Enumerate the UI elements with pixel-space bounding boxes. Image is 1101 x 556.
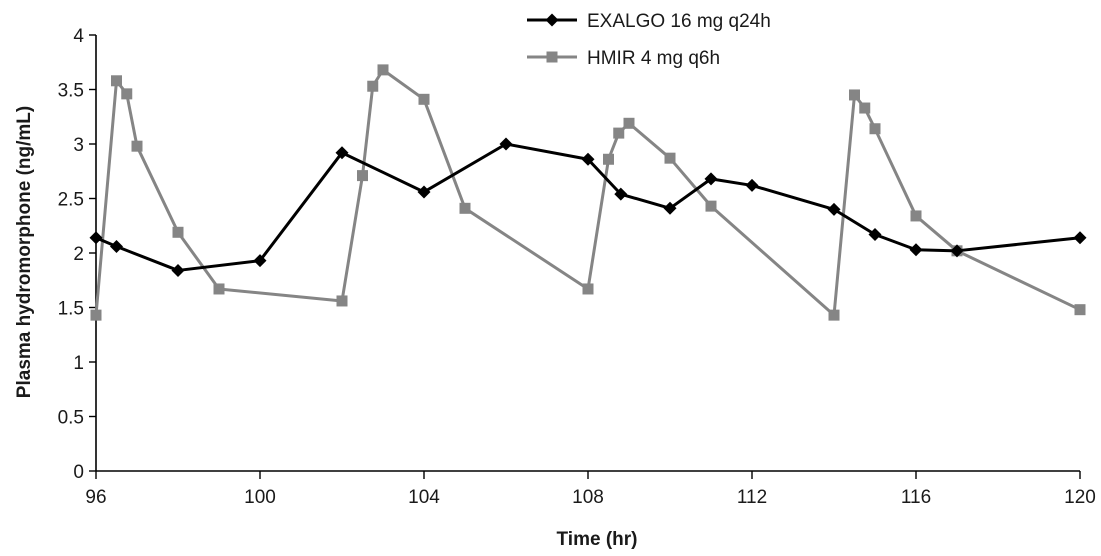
x-tick-label: 116 xyxy=(901,487,931,508)
x-tick-label: 112 xyxy=(737,487,767,508)
y-tick-label: 0 xyxy=(73,462,84,483)
data-point xyxy=(367,80,379,92)
data-point xyxy=(171,263,185,277)
x-tick-label: 96 xyxy=(85,487,106,508)
data-point xyxy=(417,185,431,199)
data-point xyxy=(336,295,348,307)
data-point xyxy=(827,202,841,216)
y-tick-label: 3 xyxy=(73,135,84,156)
y-tick-label: 2 xyxy=(73,244,84,265)
series-line xyxy=(94,68,1081,317)
legend-marker xyxy=(545,13,559,27)
data-point xyxy=(663,201,677,215)
data-point xyxy=(111,75,122,87)
data-point xyxy=(172,226,184,238)
data-point xyxy=(623,117,635,129)
data-point xyxy=(1073,231,1087,245)
data-point xyxy=(581,152,595,166)
data-point xyxy=(335,146,349,160)
data-point xyxy=(614,187,628,201)
data-point xyxy=(664,152,676,164)
data-point xyxy=(705,200,717,212)
legend-item-exalgo: EXALGO 16 mg q24h xyxy=(527,11,771,32)
data-point xyxy=(745,178,759,192)
x-tick-label: 104 xyxy=(408,487,440,508)
y-tick-label: 3.5 xyxy=(58,81,84,102)
series-hmir xyxy=(90,64,1086,321)
x-tick-label: 100 xyxy=(244,487,276,508)
x-tick-label: 120 xyxy=(1064,487,1096,508)
data-point xyxy=(90,309,102,321)
y-tick-label: 4 xyxy=(73,26,84,47)
data-point xyxy=(868,227,882,241)
data-point xyxy=(613,127,625,139)
legend-label: EXALGO 16 mg q24h xyxy=(587,11,771,32)
series-exalgo xyxy=(89,137,1087,277)
y-tick-label: 2.5 xyxy=(58,190,84,211)
data-point xyxy=(950,244,964,258)
y-axis-title: Plasma hydromorphone (ng/mL) xyxy=(14,106,35,398)
y-tick-label: 1 xyxy=(73,353,84,374)
data-point xyxy=(357,170,368,182)
data-point xyxy=(582,283,594,295)
legend-label: HMIR 4 mg q6h xyxy=(587,48,720,69)
legend-item-hmir: HMIR 4 mg q6h xyxy=(527,48,720,69)
data-point xyxy=(869,123,881,135)
data-point xyxy=(418,93,430,105)
x-axis-title: Time (hr) xyxy=(557,529,638,550)
data-point xyxy=(131,140,143,152)
data-point xyxy=(110,239,123,253)
data-point xyxy=(121,88,133,100)
data-point xyxy=(89,231,103,245)
data-point xyxy=(849,89,860,101)
y-tick-label: 0.5 xyxy=(58,408,84,429)
axes: 0 0.5 1 1.5 2 2.5 3 3.5 4 96 100 104 108 112 116 120 xyxy=(58,26,1096,508)
data-point xyxy=(704,172,718,186)
data-point xyxy=(909,243,923,257)
data-point xyxy=(603,153,614,165)
legend-marker xyxy=(546,51,558,63)
y-tick-label: 1.5 xyxy=(58,299,84,320)
x-tick-label: 108 xyxy=(572,487,604,508)
data-point xyxy=(828,309,840,321)
data-point xyxy=(459,202,471,214)
data-point xyxy=(499,137,513,151)
data-point xyxy=(910,210,922,222)
data-point xyxy=(213,283,225,295)
series-layer xyxy=(89,64,1087,321)
data-point xyxy=(1074,304,1086,316)
data-point xyxy=(253,254,267,268)
data-point xyxy=(377,64,389,76)
legend: EXALGO 16 mg q24h HMIR 4 mg q6h xyxy=(527,11,771,69)
data-point xyxy=(859,102,871,114)
